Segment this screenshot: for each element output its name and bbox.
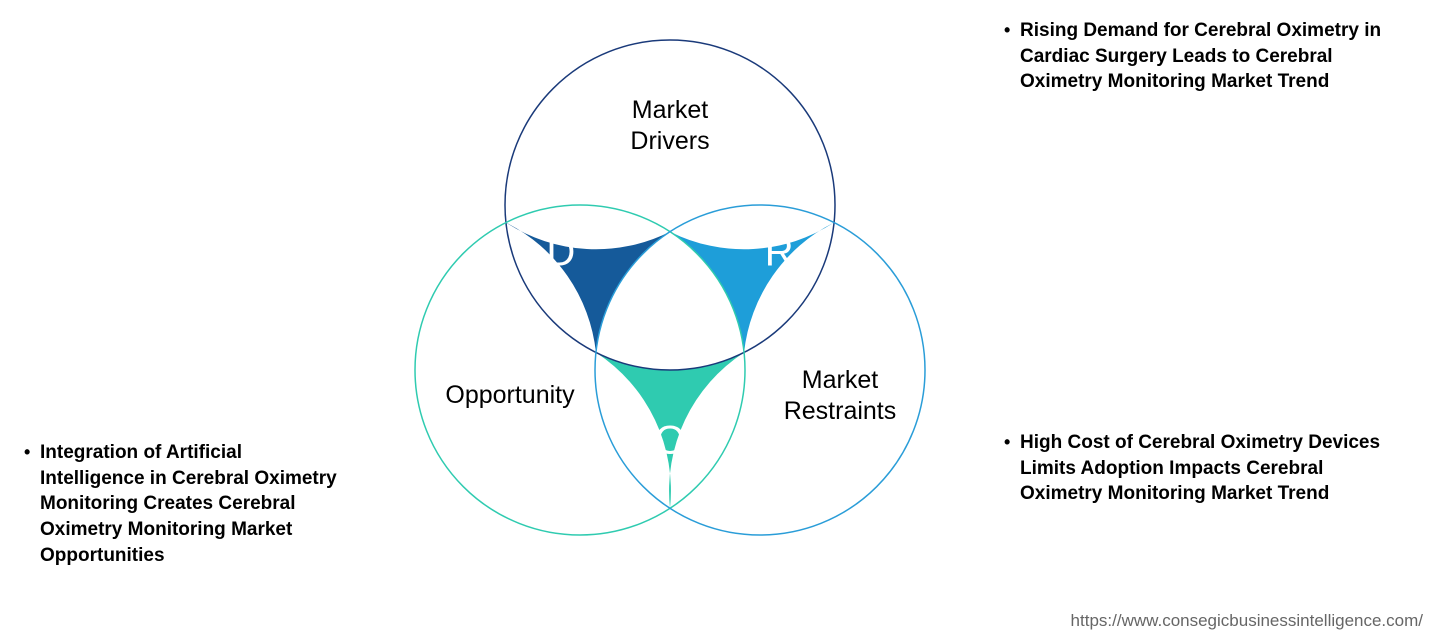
venn-label-top-line1: Market [632,96,708,124]
venn-label-top-line2: Drivers [630,127,709,155]
callout-restraints: High Cost of Cerebral Oximetry Devices L… [1000,430,1400,507]
venn-label-top: Market Drivers [610,95,730,158]
venn-label-right: Market Restraints [770,365,910,428]
venn-label-left: Opportunity [430,380,590,411]
venn-label-left-text: Opportunity [445,381,574,409]
venn-diagram: D R O Market Drivers Opportunity Market Re… [370,10,970,590]
callout-drivers: Rising Demand for Cerebral Oximetry in C… [1000,18,1400,95]
venn-label-right-line2: Restraints [784,397,897,425]
callout-opportunity: Integration of Artificial Intelligence i… [20,440,350,568]
callout-opportunity-item: Integration of Artificial Intelligence i… [20,440,350,568]
callout-restraints-item: High Cost of Cerebral Oximetry Devices L… [1000,430,1400,507]
callout-drivers-item: Rising Demand for Cerebral Oximetry in C… [1000,18,1400,95]
source-url: https://www.consegicbusinessintelligence… [1071,611,1423,631]
venn-label-right-line1: Market [802,366,878,394]
venn-letter-o: O [654,418,685,462]
venn-letter-r: R [765,230,794,274]
venn-letter-d: D [546,230,575,274]
